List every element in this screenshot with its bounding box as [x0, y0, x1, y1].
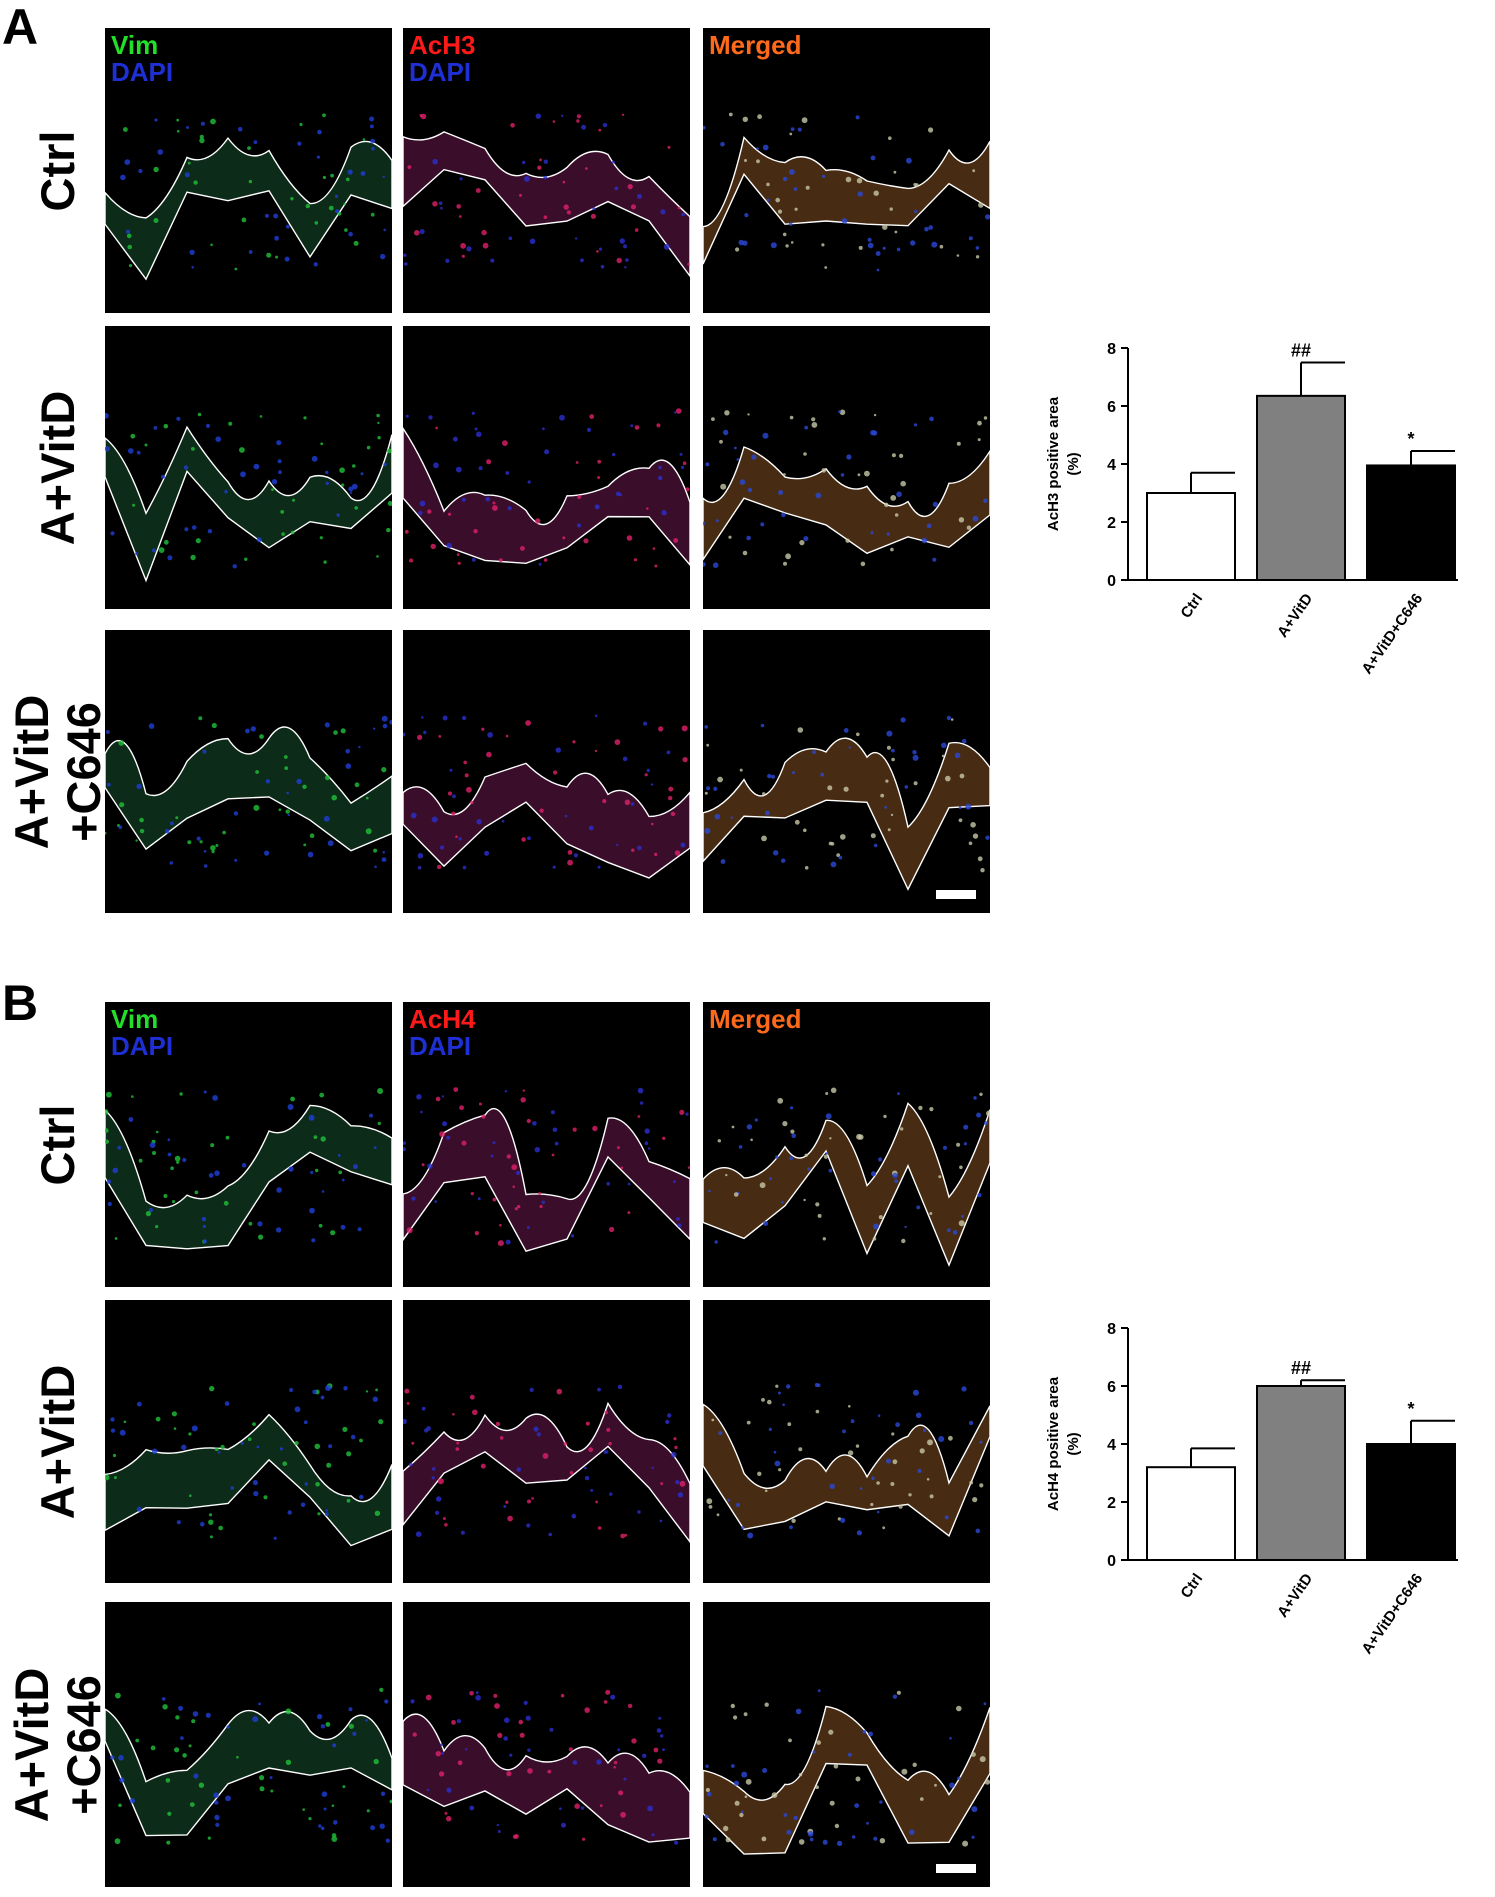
micrograph-image: [403, 326, 690, 609]
micrograph-image: [703, 326, 990, 609]
micrograph-image: [703, 1602, 990, 1887]
x-tick-label: A+VitD: [1274, 1570, 1316, 1620]
row-label: A+VitD: [31, 390, 84, 545]
scale-bar: [936, 1864, 976, 1873]
stain-label: Vim DAPI: [111, 30, 174, 88]
panel-letter-b: B: [2, 975, 39, 1031]
x-tick-label: A+VitD+C646: [1358, 591, 1426, 678]
micrograph-image: AcH3 DAPI: [403, 28, 690, 313]
y-tick-label: 8: [1107, 1321, 1116, 1338]
micrograph-image: [703, 1300, 990, 1583]
y-tick-label: 4: [1107, 1437, 1116, 1454]
micrograph-image: Merged: [703, 28, 990, 313]
chart-svg: 0 2 4 6 8 AcH4 positive area (%) Ctrl ## A+VitD * A…: [1045, 1321, 1458, 1658]
bar: [1146, 1466, 1236, 1561]
row-label: Ctrl: [31, 1104, 84, 1185]
y-axis-label: (%): [1065, 452, 1082, 475]
stain-label: Merged: [709, 30, 802, 60]
micrograph-image: [403, 1300, 690, 1583]
y-tick-label: 2: [1107, 1495, 1116, 1512]
micrograph-image: [105, 1300, 392, 1583]
y-tick-label: 0: [1107, 573, 1116, 590]
y-tick-label: 6: [1107, 399, 1116, 416]
chart-ach4: 0 2 4 6 8 AcH4 positive area (%) Ctrl ## A+VitD * A…: [1000, 1310, 1480, 1710]
significance-label: *: [1407, 429, 1414, 449]
stain-label: Merged: [709, 1004, 802, 1034]
row-label: A+VitD +C646: [5, 1667, 110, 1822]
bar: [1146, 492, 1236, 581]
x-tick-label: Ctrl: [1178, 1571, 1207, 1602]
stain-label: AcH4 DAPI: [409, 1004, 476, 1062]
y-axis-label: AcH3 positive area: [1045, 396, 1062, 531]
micrograph-image: Vim DAPI: [105, 28, 392, 313]
x-tick-label: A+VitD: [1274, 590, 1316, 640]
row-label: A+VitD: [31, 1364, 84, 1519]
bar: [1256, 394, 1346, 581]
micrograph-image: [403, 630, 690, 913]
micrograph-image: Merged: [703, 1002, 990, 1287]
y-axis-label: (%): [1065, 1432, 1082, 1455]
chart-svg: 0 2 4 6 8 AcH3 positive area (%) Ctrl ## A+VitD * A…: [1045, 341, 1458, 678]
y-tick-label: 4: [1107, 457, 1116, 474]
micrograph-image: AcH4 DAPI: [403, 1002, 690, 1287]
micrograph-image: [105, 630, 392, 913]
bar: [1366, 1443, 1456, 1561]
stain-label: Vim DAPI: [111, 1004, 174, 1062]
micrograph-image: [703, 630, 990, 913]
bar: [1256, 1385, 1346, 1561]
stain-label: AcH3 DAPI: [409, 30, 476, 88]
row-label: Ctrl: [31, 130, 84, 211]
bar: [1366, 464, 1456, 581]
chart-ach3: 0 2 4 6 8 AcH3 positive area (%) Ctrl ## A+VitD * A…: [1000, 330, 1480, 730]
y-tick-label: 8: [1107, 341, 1116, 358]
significance-label: ##: [1291, 341, 1311, 361]
y-tick-label: 6: [1107, 1379, 1116, 1396]
panel-letter-a: A: [2, 0, 39, 55]
micrograph-image: Vim DAPI: [105, 1002, 392, 1287]
significance-label: ##: [1291, 1358, 1311, 1378]
row-label: A+VitD +C646: [5, 694, 110, 849]
scale-bar: [936, 890, 976, 899]
significance-label: *: [1407, 1399, 1414, 1419]
y-tick-label: 0: [1107, 1553, 1116, 1570]
micrograph-image: [105, 1602, 392, 1887]
y-axis-label: AcH4 positive area: [1045, 1376, 1062, 1511]
y-tick-label: 2: [1107, 515, 1116, 532]
micrograph-image: [403, 1602, 690, 1887]
x-tick-label: Ctrl: [1178, 591, 1207, 622]
micrograph-image: [105, 326, 392, 609]
x-tick-label: A+VitD+C646: [1358, 1571, 1426, 1658]
